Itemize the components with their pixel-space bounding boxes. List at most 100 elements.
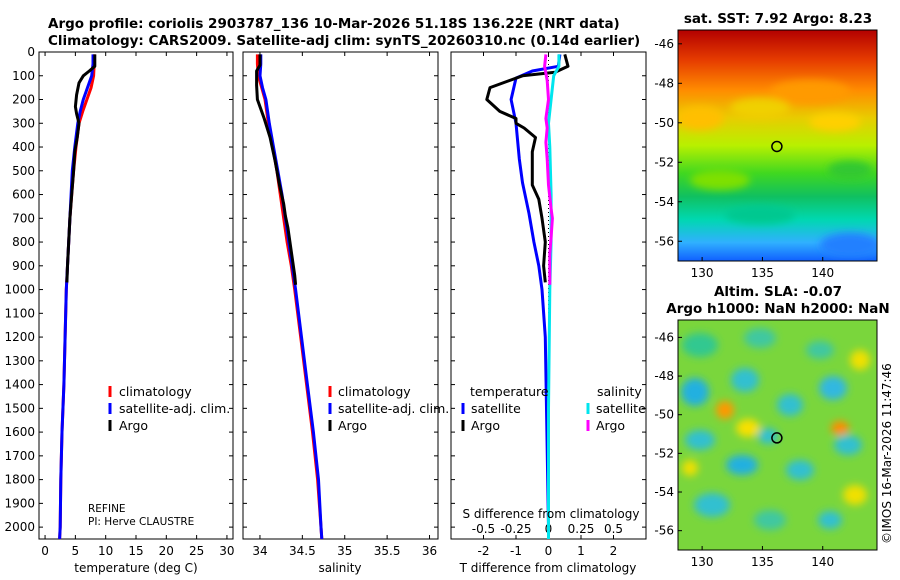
sst-patch	[820, 233, 877, 257]
temperature-plot-frame	[38, 51, 234, 540]
legend-satellite-label: satellite-adj. clim.	[119, 401, 230, 416]
map-xtick-label: 135	[751, 555, 774, 569]
xtick-label: 36	[422, 544, 437, 558]
legend-t-satellite-label: satellite	[471, 401, 521, 416]
series-line-argo	[65, 54, 97, 283]
ytick-label: 1400	[4, 378, 35, 392]
sla-patch	[682, 333, 718, 357]
sst-patch	[730, 98, 790, 118]
difference-lines	[485, 52, 570, 539]
map-ytick-label: -56	[654, 524, 674, 538]
sla-patch	[819, 376, 847, 400]
sst-argo-marker	[771, 140, 783, 153]
sst-patch	[828, 161, 872, 179]
ytick-label: 600	[12, 188, 35, 202]
xtick-label: 34	[252, 544, 267, 558]
map-ytick-label: -46	[654, 330, 674, 344]
temperature-ticks: 0100200300400500600700800900100011001200…	[4, 45, 234, 558]
sst-ticks: 130 135 140 -46 -48 -50 -52 -54 -56	[654, 37, 834, 280]
legend-climatology-label: climatology	[338, 384, 411, 399]
sst-patch	[678, 106, 724, 130]
ytick-label: 500	[12, 164, 35, 178]
ytick-label: 700	[12, 211, 35, 225]
sla-field	[678, 320, 877, 550]
x2tick-label: 0.25	[568, 522, 595, 536]
xtick-label: 34.5	[289, 544, 316, 558]
sla-patch	[744, 328, 776, 348]
map-xtick-label: 140	[811, 555, 834, 569]
difference-legend: temperature salinity satellite Argo sate…	[461, 384, 646, 433]
xtick-label: 0	[545, 544, 553, 558]
xtick-label: 15	[128, 544, 143, 558]
sst-map: sat. SST: 7.92 Argo: 8.23 130 135 140 -46 -4…	[654, 11, 878, 280]
sla-map: Altim. SLA: -0.07 Argo h1000: NaN h2000:…	[654, 284, 889, 569]
xtick-label: 1	[577, 544, 585, 558]
sla-patch	[850, 350, 870, 370]
map-ytick-label: -52	[654, 155, 674, 169]
xtick-label: -2	[478, 544, 490, 558]
ytick-label: 1900	[4, 496, 35, 510]
x2tick-label: -0.5	[472, 522, 495, 536]
sla-map-title2: Argo h1000: NaN h2000: NaN	[666, 301, 889, 317]
figure-title-line2: Climatology: CARS2009. Satellite-adj cli…	[48, 33, 640, 49]
figure-title-line1: Argo profile: coriolis 2903787_136 10-Ma…	[48, 16, 620, 32]
sla-patch	[831, 421, 849, 435]
sst-patch	[690, 170, 750, 190]
legend-climatology-label: climatology	[119, 384, 192, 399]
legend-salinity-title: salinity	[597, 384, 642, 399]
ytick-label: 1000	[4, 283, 35, 297]
legend-satellite-label: satellite-adj. clim.	[338, 401, 449, 416]
legend-argo-label: Argo	[119, 418, 148, 433]
map-ytick-label: -46	[654, 37, 674, 51]
sla-patch	[818, 511, 842, 529]
xtick-label: 30	[219, 544, 234, 558]
map-xtick-label: 135	[751, 266, 774, 280]
sla-argo-marker	[771, 432, 783, 444]
ytick-label: 1200	[4, 330, 35, 344]
sla-patch	[694, 493, 730, 517]
legend-s-satellite-label: satellite	[596, 401, 646, 416]
x2tick-label: -0.25	[500, 522, 531, 536]
map-ytick-label: -56	[654, 234, 674, 248]
sst-patch	[770, 80, 850, 104]
sla-patch	[843, 485, 867, 505]
sla-patch	[754, 510, 786, 530]
salinity-plot-frame	[242, 51, 439, 540]
tdiff-xlabel: T difference from climatology	[459, 561, 637, 575]
map-xtick-label: 130	[691, 555, 714, 569]
sla-map-title1: Altim. SLA: -0.07	[714, 284, 842, 300]
xtick-label: 5	[72, 544, 80, 558]
sla-map-frame	[677, 319, 878, 551]
sla-patch	[806, 341, 834, 359]
ytick-label: 300	[12, 116, 35, 130]
sla-patch	[777, 394, 803, 416]
salinity-legend: climatology satellite-adj. clim. Argo	[328, 384, 449, 433]
ytick-label: 1100	[4, 306, 35, 320]
xtick-label: 35.5	[374, 544, 401, 558]
legend-t-argo-label: Argo	[471, 418, 500, 433]
xtick-label: 20	[159, 544, 174, 558]
ytick-label: 1800	[4, 473, 35, 487]
ytick-label: 1600	[4, 425, 35, 439]
salinity-lines	[255, 54, 324, 540]
series-line-salinity-argo	[543, 54, 554, 285]
sla-patch	[726, 455, 758, 475]
ytick-label: 1300	[4, 354, 35, 368]
series-line-argo	[255, 54, 298, 285]
series-line-temperature-argo	[485, 54, 570, 283]
ytick-label: 900	[12, 259, 35, 273]
sla-patch	[731, 368, 759, 392]
legend-s-argo-label: Argo	[596, 418, 625, 433]
xtick-label: 10	[98, 544, 113, 558]
ytick-label: 400	[12, 140, 35, 154]
xtick-label: -1	[510, 544, 522, 558]
xtick-label: 2	[610, 544, 618, 558]
map-xtick-label: 130	[691, 266, 714, 280]
map-ytick-label: -52	[654, 446, 674, 460]
salinity-xlabel: salinity	[318, 561, 361, 575]
imos-stamp: ©IMOS 16-Mar-2026 11:47:46	[880, 363, 894, 544]
sla-eddies	[681, 328, 870, 530]
